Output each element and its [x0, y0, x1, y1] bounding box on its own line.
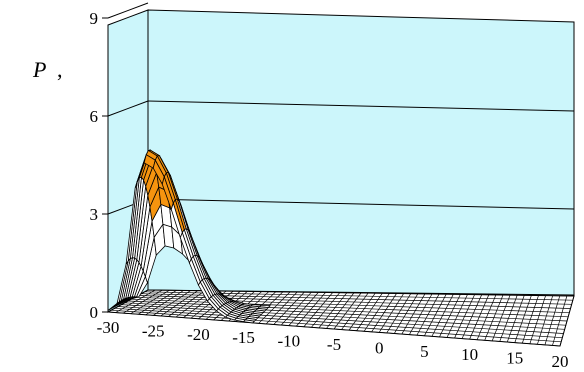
floor-mesh-line	[114, 307, 563, 339]
floor-mesh-line	[131, 298, 569, 318]
gridline-back-3	[147, 198, 575, 210]
x-tick-label: 20	[552, 352, 569, 371]
x-tick-label: 15	[506, 349, 523, 368]
z-axis-ticks: 0 3 6 9	[90, 9, 108, 322]
gridline-back-6	[147, 100, 575, 112]
ylabel-unit: ,	[57, 57, 63, 82]
x-tick-label: 5	[420, 342, 429, 361]
x-axis-ticks: -30 -25 -20 -15 -10 -5 0 5 10 15 20	[97, 318, 569, 371]
floor-mesh-line	[107, 311, 561, 347]
x-tick-label: -10	[277, 332, 300, 351]
gridline-left-6	[107, 100, 149, 117]
x-tick-label: -20	[187, 325, 210, 344]
ylabel-symbol: P	[32, 57, 46, 82]
x-tick-label: -15	[232, 328, 255, 347]
surface-facet	[242, 319, 256, 324]
floor-mesh-line	[111, 309, 562, 343]
x-tick-label: 10	[461, 345, 478, 364]
x-tick-label: 0	[375, 338, 384, 357]
floor-mesh-line	[124, 302, 566, 326]
floor-mesh-line	[121, 304, 565, 330]
gridlines	[107, 2, 575, 215]
gridline-left-9	[107, 2, 149, 19]
z-tick-label: 3	[90, 205, 99, 224]
floor-mesh-line	[127, 300, 568, 322]
floor-mesh-line	[117, 306, 564, 334]
z-tick-label: 0	[90, 303, 99, 322]
z-tick-label: 9	[90, 9, 99, 28]
z-tick-label: 6	[90, 107, 99, 126]
back-wall	[147, 9, 575, 296]
x-tick-label: -25	[142, 321, 165, 340]
x-tick-label: -5	[327, 335, 341, 354]
x-tick-label: -30	[97, 318, 120, 337]
surface-peak	[107, 149, 271, 324]
